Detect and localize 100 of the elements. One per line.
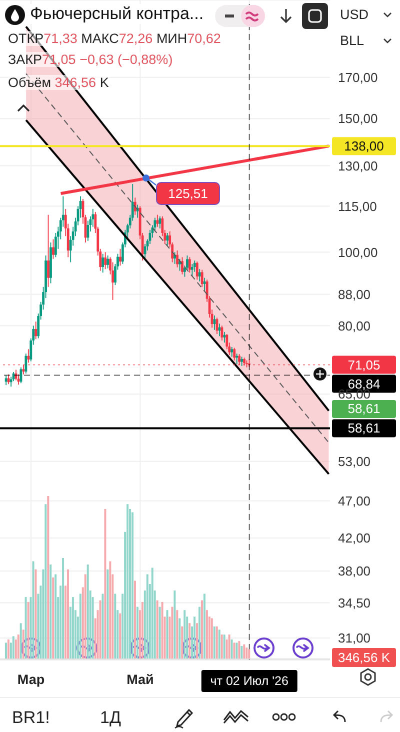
bar	[166, 610, 168, 659]
text: 58,61	[332, 400, 396, 418]
y-tick-label: 150,00	[338, 111, 378, 126]
candlestick	[233, 347, 236, 361]
bar	[158, 606, 161, 659]
bar	[22, 630, 24, 659]
candlestick	[176, 250, 178, 268]
bar	[79, 594, 82, 659]
bar	[200, 600, 203, 659]
y-tick-label: 80,00	[338, 318, 371, 334]
candlestick	[104, 252, 107, 270]
bar	[178, 618, 181, 659]
bar	[223, 634, 226, 659]
bar	[246, 648, 248, 659]
bar	[198, 606, 200, 659]
y-tick-label: 88,00	[338, 286, 371, 302]
candlestick	[181, 256, 184, 275]
annotation: 125,51	[156, 182, 220, 205]
bar	[213, 626, 216, 659]
bar	[34, 569, 37, 659]
bar	[194, 616, 196, 659]
y-tick-label: 38,00	[338, 564, 371, 579]
annotation: ОТКР71,33 МАКС72,26 МИН70,62	[8, 31, 221, 46]
bar	[238, 641, 240, 659]
y-tick-label: 170,00	[338, 70, 378, 85]
bar	[228, 634, 230, 659]
bar	[24, 597, 27, 659]
candlestick	[223, 331, 226, 344]
bar	[210, 618, 213, 659]
bar	[248, 649, 250, 659]
y-tick-label: 42,00	[338, 530, 371, 546]
x-tick-label: Май	[126, 672, 154, 687]
candlestick	[220, 325, 224, 341]
bar	[47, 496, 50, 659]
y-tick-label: 100,00	[338, 244, 378, 260]
bar	[174, 590, 176, 659]
candlestick	[203, 277, 206, 292]
bar	[7, 639, 10, 659]
y-tick-label: 53,00	[338, 454, 371, 469]
bar	[134, 580, 136, 659]
y-tick-label: 130,00	[338, 158, 378, 174]
bar	[27, 602, 30, 659]
candlestick	[102, 253, 104, 274]
candlestick	[4, 374, 8, 386]
bar	[84, 574, 86, 659]
y-tick-label: 31,00	[338, 630, 371, 646]
candlestick	[22, 364, 25, 375]
bar	[20, 623, 22, 659]
candlestick	[47, 214, 50, 288]
ref-line-label: 71,05	[348, 357, 380, 372]
candlestick	[193, 260, 196, 272]
y-tick-label: 34,50	[338, 595, 371, 610]
bar	[218, 630, 220, 659]
bar	[86, 564, 89, 659]
bar	[146, 574, 148, 659]
candlestick	[196, 261, 198, 280]
bar	[104, 509, 106, 659]
bar	[230, 639, 233, 659]
bar	[240, 646, 243, 659]
bar	[99, 600, 102, 659]
candlestick	[27, 348, 30, 364]
bar	[181, 626, 184, 659]
candlestick	[24, 353, 28, 374]
bar	[66, 569, 69, 659]
bar	[216, 626, 218, 659]
candlestick	[190, 263, 194, 277]
bar	[106, 569, 109, 659]
bar	[102, 594, 104, 659]
bar	[151, 568, 154, 659]
bar	[50, 564, 52, 659]
bar	[114, 594, 116, 659]
bar	[176, 610, 178, 659]
bar	[171, 606, 174, 659]
ref-line-label: 58,61	[348, 420, 380, 436]
candlestick	[119, 248, 122, 266]
bar	[196, 623, 198, 659]
bar	[109, 561, 112, 659]
bar	[161, 602, 164, 659]
bar	[156, 600, 158, 659]
text: 1Д	[100, 708, 121, 728]
text: USD	[340, 7, 369, 22]
candlestick	[238, 354, 241, 366]
x-tick-label: чт 02 Июл '26	[210, 674, 289, 688]
candlestick	[240, 356, 243, 366]
bar	[62, 558, 64, 659]
x-tick-label: Мар	[17, 672, 45, 687]
bar	[236, 642, 238, 659]
candlestick	[230, 346, 234, 358]
bar	[52, 578, 54, 659]
bar	[44, 504, 47, 659]
candlestick	[166, 232, 169, 246]
bar	[184, 610, 186, 659]
text: 346,56 K	[332, 648, 396, 667]
y-tick-label: 47,00	[338, 494, 371, 509]
candlestick	[52, 238, 54, 260]
candlestick	[158, 216, 162, 229]
bar	[54, 574, 57, 659]
bar	[206, 610, 208, 659]
bar	[141, 602, 144, 659]
candlestick	[92, 208, 94, 228]
